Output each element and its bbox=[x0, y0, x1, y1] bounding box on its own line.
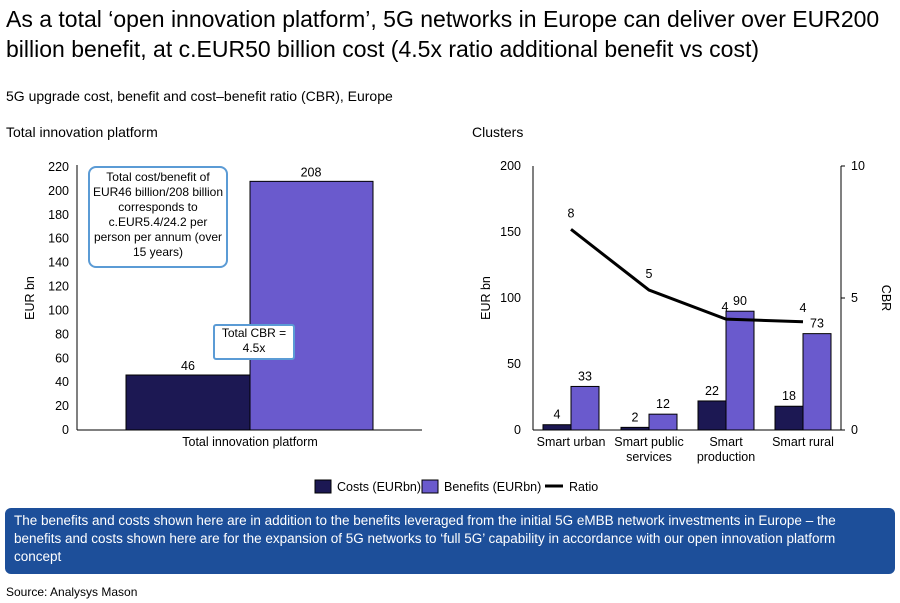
x-tick-label: services bbox=[626, 450, 672, 464]
y2-tick-label: 5 bbox=[851, 291, 858, 305]
legend-label-benefits: Benefits (EURbn) bbox=[444, 480, 541, 494]
y-tick-label: 160 bbox=[48, 232, 69, 246]
y-tick-label: 120 bbox=[48, 280, 69, 294]
y-tick-label: 180 bbox=[48, 208, 69, 222]
ratio-line bbox=[570, 228, 804, 324]
legend-swatch-benefits bbox=[421, 479, 439, 494]
left-panel-title: Total innovation platform bbox=[6, 124, 158, 140]
y-tick-label: 200 bbox=[48, 184, 69, 198]
bar-costs bbox=[774, 405, 804, 431]
y-tick-label: 220 bbox=[48, 160, 69, 174]
data-label-ratio: 8 bbox=[568, 206, 575, 220]
y-tick-label: 50 bbox=[507, 357, 521, 371]
x-tick-label: Smart rural bbox=[772, 435, 834, 449]
bar-costs bbox=[125, 374, 251, 431]
cost-benefit-callout: Total cost/benefit of EUR46 billion/208 … bbox=[88, 166, 228, 268]
y-axis-label: EUR bn bbox=[23, 276, 37, 320]
y-tick-label: 40 bbox=[55, 375, 69, 389]
data-label-costs: 46 bbox=[181, 359, 195, 373]
source: Source: Analysys Mason bbox=[6, 585, 138, 599]
y-tick-label: 0 bbox=[62, 423, 69, 437]
data-label-costs: 2 bbox=[632, 410, 639, 424]
x-tick-label: Smart public bbox=[614, 435, 683, 449]
right-panel-title: Clusters bbox=[472, 124, 524, 140]
data-label-benefits: 33 bbox=[578, 369, 592, 383]
data-label-costs: 18 bbox=[782, 389, 796, 403]
cbr-callout: Total CBR = 4.5x bbox=[213, 324, 295, 360]
bar-costs bbox=[620, 426, 650, 431]
bar-costs bbox=[542, 424, 572, 431]
y-tick-label: 0 bbox=[514, 423, 521, 437]
y-tick-label: 200 bbox=[500, 159, 521, 173]
data-label-ratio: 4 bbox=[800, 301, 807, 315]
legend-swatch-costs bbox=[314, 479, 332, 494]
x-tick-label: Total innovation platform bbox=[182, 435, 318, 449]
page-title: As a total ‘open innovation platform’, 5… bbox=[6, 6, 880, 62]
y-tick-label: 100 bbox=[500, 291, 521, 305]
subtitle: 5G upgrade cost, benefit and cost–benefi… bbox=[6, 88, 393, 104]
data-label-ratio: 4 bbox=[722, 300, 729, 314]
y-tick-label: 60 bbox=[55, 351, 69, 365]
y-tick-label: 150 bbox=[500, 225, 521, 239]
bar-benefits bbox=[648, 413, 678, 431]
data-label-benefits: 90 bbox=[733, 294, 747, 308]
data-label-costs: 22 bbox=[705, 384, 719, 398]
bar-benefits bbox=[249, 180, 374, 431]
data-label-costs: 4 bbox=[554, 408, 561, 422]
bar-benefits bbox=[570, 385, 600, 431]
y-tick-label: 140 bbox=[48, 256, 69, 270]
data-label-ratio: 5 bbox=[646, 267, 653, 281]
y-tick-label: 20 bbox=[55, 399, 69, 413]
y2-tick-label: 0 bbox=[851, 423, 858, 437]
legend-label-costs: Costs (EURbn) bbox=[337, 480, 421, 494]
bar-costs bbox=[697, 400, 727, 431]
y2-tick-label: 10 bbox=[851, 159, 865, 173]
legend-label-ratio: Ratio bbox=[569, 480, 598, 494]
x-tick-label: production bbox=[697, 450, 755, 464]
y-axis-label: EUR bn bbox=[479, 276, 493, 320]
note-box: The benefits and costs shown here are in… bbox=[5, 508, 895, 574]
x-tick-label: Smart urban bbox=[537, 435, 606, 449]
bar-benefits bbox=[802, 333, 832, 431]
bar-benefits bbox=[725, 310, 755, 431]
x-tick-label: Smart bbox=[709, 435, 743, 449]
data-label-benefits: 208 bbox=[301, 165, 322, 179]
y2-axis-label: CBR bbox=[879, 285, 893, 311]
data-label-benefits: 12 bbox=[656, 397, 670, 411]
y-tick-label: 100 bbox=[48, 303, 69, 317]
data-label-benefits: 73 bbox=[810, 317, 824, 331]
y-tick-label: 80 bbox=[55, 327, 69, 341]
